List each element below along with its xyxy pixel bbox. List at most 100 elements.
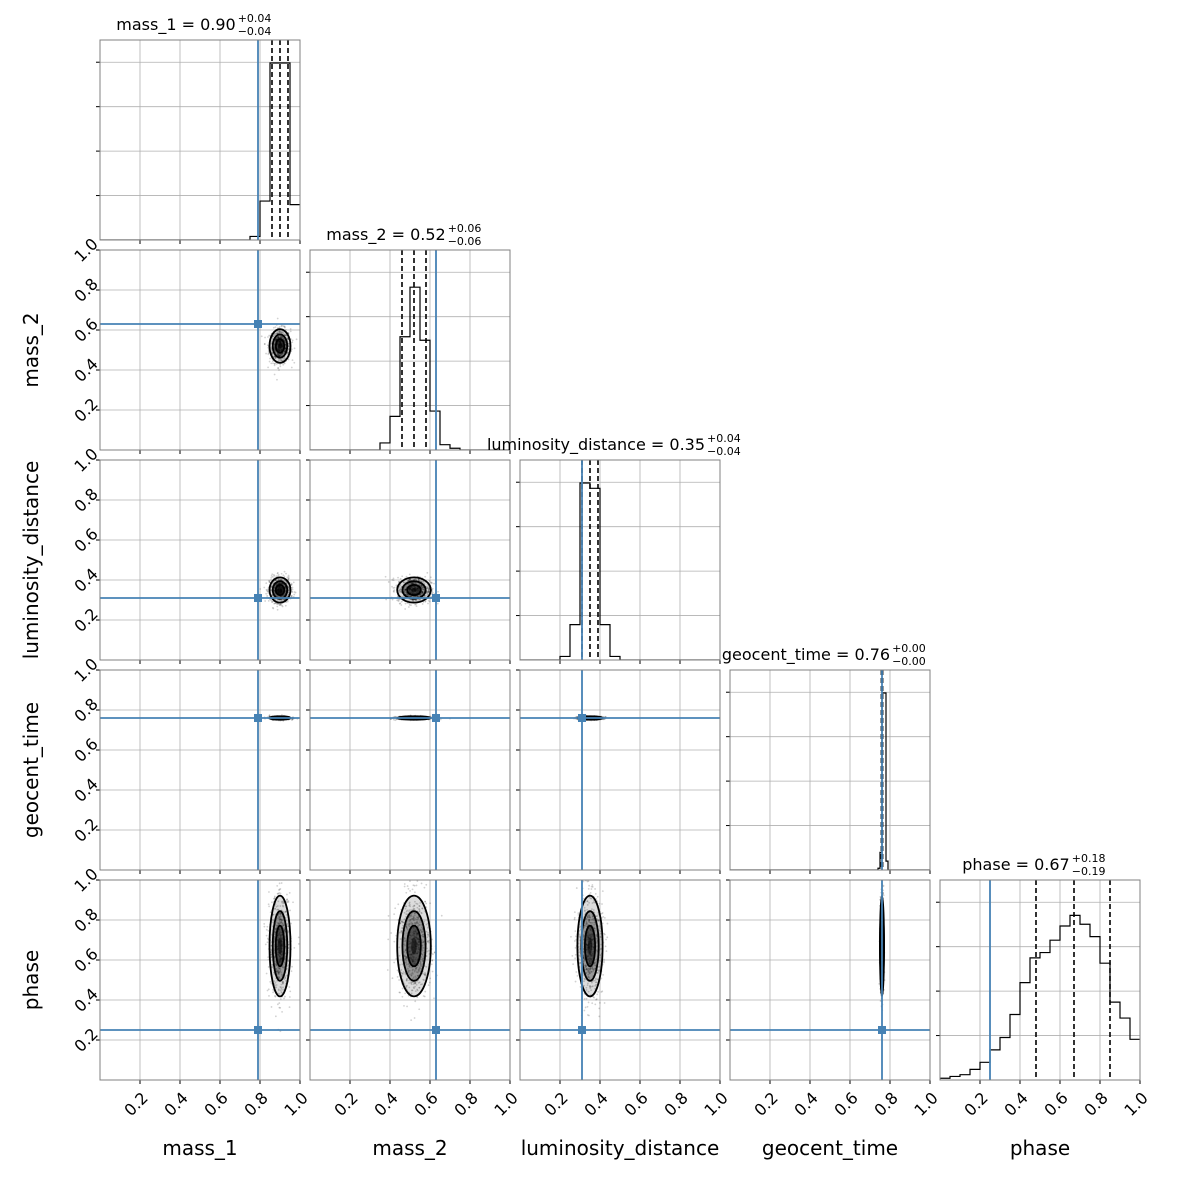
scatter-point (278, 585, 281, 588)
scatter-point (276, 343, 279, 346)
scatter-point (272, 326, 275, 329)
panel-title: geocent_time = 0.76 (722, 645, 890, 665)
scatter-point (293, 591, 296, 593)
scatter-point (278, 331, 281, 333)
scatter-point (276, 979, 279, 982)
scatter-point (421, 591, 424, 594)
scatter-point (414, 578, 416, 581)
scatter-point (277, 578, 280, 581)
scatter-point (283, 928, 286, 931)
y-tick-label: 1.0 (70, 444, 101, 475)
panel-frame (99, 39, 301, 241)
scatter-point (291, 591, 294, 594)
scatter-point (285, 900, 288, 903)
scatter-point (439, 718, 442, 721)
scatter-point (279, 336, 282, 339)
scatter-point (278, 971, 280, 974)
scatter-point (286, 600, 289, 603)
scatter-point (276, 599, 279, 602)
scatter-point (276, 348, 279, 350)
scatter-point (280, 591, 282, 594)
panel-frame (519, 669, 721, 871)
scatter-point (270, 1006, 273, 1008)
scatter-point (408, 587, 411, 590)
scatter-point (280, 585, 283, 588)
scatter-point (280, 325, 283, 328)
scatter-point (416, 591, 419, 594)
scatter-point (421, 592, 423, 594)
scatter-point (270, 348, 273, 350)
scatter-point (276, 970, 278, 973)
scatter-point (276, 575, 279, 577)
scatter-point (278, 354, 281, 357)
scatter-point (418, 590, 420, 593)
scatter-point (405, 584, 408, 587)
scatter-point (276, 945, 279, 948)
scatter-point (284, 936, 287, 939)
scatter-point (427, 590, 430, 593)
scatter-point (286, 576, 289, 579)
scatter-point (270, 948, 273, 951)
scatter-point (283, 958, 286, 961)
scatter-point (277, 595, 280, 598)
scatter-point (400, 600, 403, 603)
scatter-point (410, 591, 413, 593)
scatter-point (278, 967, 281, 970)
scatter-point (406, 594, 409, 596)
scatter-point (411, 582, 414, 585)
scatter-point (270, 950, 273, 953)
scatter-point (282, 966, 285, 969)
scatter-point (406, 579, 409, 582)
scatter-point (276, 608, 279, 611)
scatter-point (415, 603, 417, 606)
scatter-point (391, 598, 394, 601)
scatter-point (293, 347, 296, 350)
scatter-point (399, 584, 402, 587)
scatter-point (275, 970, 278, 972)
title-lower-error: −0.04 (707, 445, 741, 458)
scatter-point (277, 900, 280, 903)
scatter-point (281, 336, 284, 339)
scatter-point (281, 966, 284, 968)
scatter-point (425, 592, 428, 594)
scatter-point (274, 984, 277, 987)
truth-marker (432, 714, 440, 722)
y-tick-label: 0.6 (70, 314, 101, 345)
scatter-point (278, 582, 281, 584)
scatter-point (407, 579, 410, 582)
scatter-point (270, 574, 273, 577)
scatter-point (268, 580, 271, 583)
scatter-point (416, 586, 419, 589)
scatter-point (404, 588, 407, 591)
scatter-point (278, 340, 281, 343)
scatter-point (278, 349, 281, 351)
scatter-point (420, 584, 423, 587)
scatter-point (392, 579, 395, 582)
density-contour (278, 343, 282, 349)
scatter-point (278, 604, 281, 606)
scatter-point (414, 586, 417, 589)
scatter-point (273, 364, 276, 367)
scatter-point (279, 349, 282, 351)
hist-panel-luminosity_distance: luminosity_distance = 0.35 +0.04−0.04 (487, 432, 741, 664)
scatter-point (280, 957, 283, 960)
panel-frame (309, 249, 511, 451)
scatter-point (387, 581, 390, 583)
scatter-point (417, 587, 419, 590)
scatter-point (279, 336, 281, 339)
scatter-point (409, 588, 412, 590)
scatter-point (270, 350, 273, 353)
scatter-point (281, 876, 283, 878)
scatter-point (282, 980, 285, 983)
scatter-point (279, 341, 281, 344)
scatter-point (277, 954, 279, 956)
y-tick-label: 0.8 (70, 694, 101, 725)
scatter-point (281, 331, 284, 334)
scatter-point (279, 958, 282, 961)
scatter-point (279, 936, 282, 939)
scatter-point (280, 582, 283, 584)
scatter-point (427, 588, 430, 591)
panel-mass_1-vs-luminosity_distance: 0.20.40.60.81.0 (70, 444, 301, 664)
scatter-point (404, 589, 407, 592)
